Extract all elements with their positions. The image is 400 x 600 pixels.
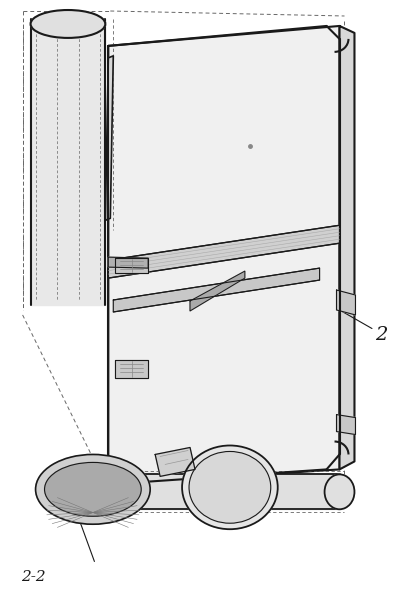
Polygon shape: [113, 268, 320, 312]
Polygon shape: [108, 225, 340, 278]
Polygon shape: [115, 360, 148, 378]
Polygon shape: [105, 56, 113, 220]
Polygon shape: [155, 448, 195, 476]
Ellipse shape: [76, 475, 115, 509]
Polygon shape: [108, 26, 340, 484]
Ellipse shape: [36, 454, 150, 524]
Polygon shape: [115, 258, 148, 273]
Ellipse shape: [30, 10, 105, 38]
Polygon shape: [95, 475, 340, 509]
Text: 2-2: 2-2: [21, 570, 45, 584]
Polygon shape: [336, 290, 356, 315]
Polygon shape: [108, 257, 148, 268]
Polygon shape: [336, 415, 356, 434]
Ellipse shape: [324, 475, 354, 509]
Polygon shape: [340, 26, 354, 469]
Ellipse shape: [182, 445, 278, 529]
Polygon shape: [30, 19, 105, 305]
Text: 2: 2: [375, 326, 388, 344]
Polygon shape: [190, 271, 245, 311]
Ellipse shape: [189, 451, 271, 523]
Ellipse shape: [44, 463, 141, 516]
